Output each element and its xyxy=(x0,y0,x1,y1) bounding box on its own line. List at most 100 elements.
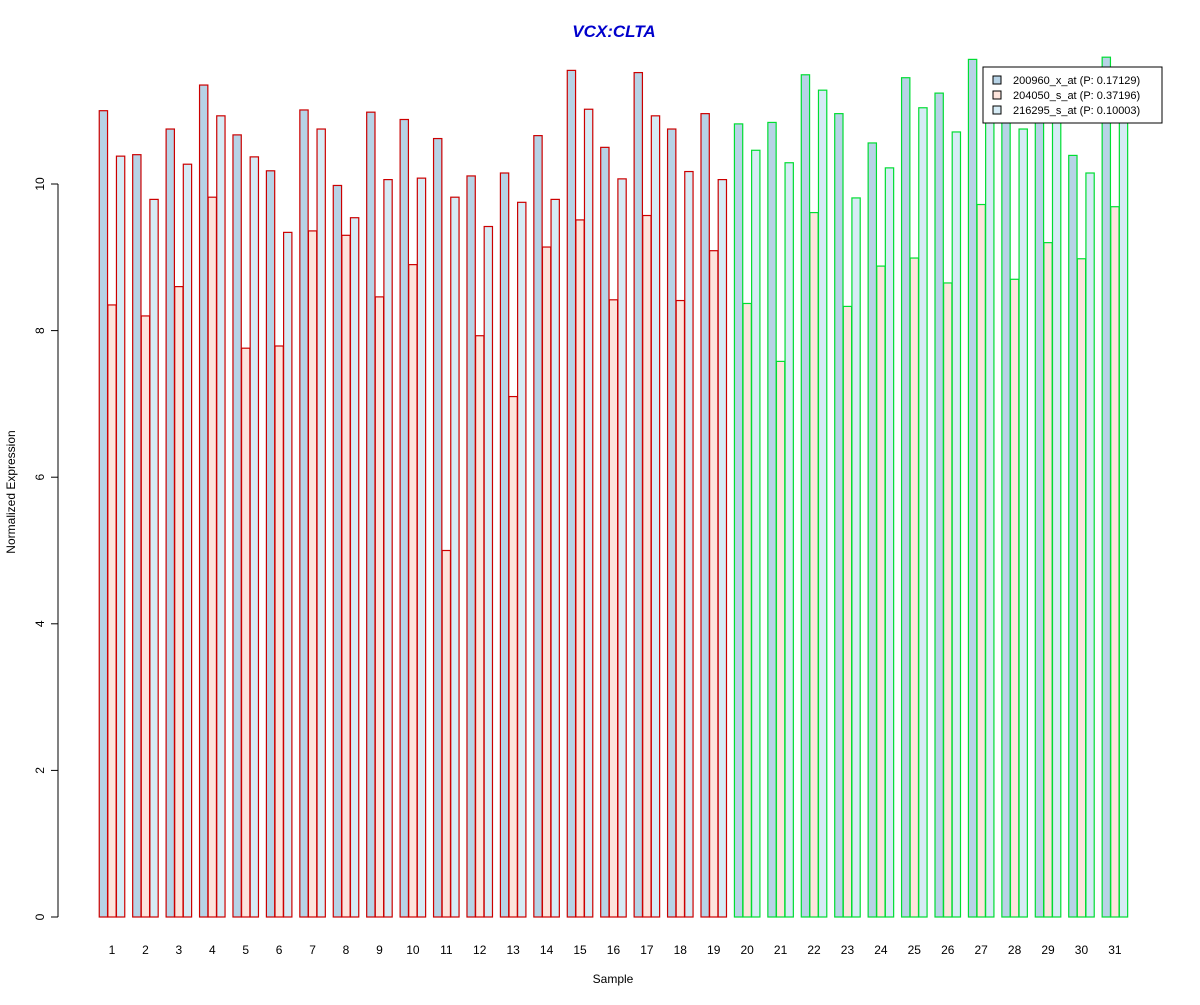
x-tick-label: 11 xyxy=(440,943,453,957)
legend-box xyxy=(982,66,1163,124)
bar-s3-sample-4 xyxy=(216,115,226,918)
legend-swatch xyxy=(992,105,1002,115)
x-tick-label: 12 xyxy=(473,943,487,957)
bar-s3-sample-3 xyxy=(182,163,193,918)
x-tick-label: 8 xyxy=(343,943,350,957)
bar-s2-sample-6 xyxy=(274,345,284,918)
bar-s3-sample-8 xyxy=(349,217,360,918)
bar-s3-sample-22 xyxy=(817,89,828,918)
bar-s1-sample-20 xyxy=(733,123,744,918)
bar-s2-sample-8 xyxy=(341,234,351,918)
x-tick-label: 21 xyxy=(774,943,788,957)
bar-s3-sample-17 xyxy=(650,115,661,918)
legend: 200960_x_at (P: 0.17129) 204050_s_at (P: … xyxy=(982,66,1163,124)
bar-s1-sample-14 xyxy=(533,135,543,918)
bar-s2-sample-18 xyxy=(675,299,686,918)
x-tick-label: 24 xyxy=(874,943,888,957)
bar-s1-sample-23 xyxy=(834,113,844,918)
bar-s3-sample-6 xyxy=(283,231,293,918)
bar-s1-sample-13 xyxy=(499,172,510,918)
x-tick-label: 3 xyxy=(176,943,183,957)
x-tick-label: 25 xyxy=(908,943,922,957)
legend-entry: 216295_s_at (P: 0.10003) xyxy=(1013,105,1140,117)
bar-s3-sample-9 xyxy=(383,179,393,918)
bar-s1-sample-15 xyxy=(566,69,577,918)
legend-entry: 200960_x_at (P: 0.17129) xyxy=(1013,75,1140,87)
x-tick-label: 18 xyxy=(674,943,688,957)
y-tick-label: 10 xyxy=(33,177,47,191)
bar-s2-sample-26 xyxy=(942,282,953,918)
bar-s2-sample-21 xyxy=(775,360,786,918)
bar-series-group xyxy=(98,56,1129,918)
x-tick-label: 23 xyxy=(841,943,855,957)
bar-s2-sample-3 xyxy=(174,286,184,918)
x-tick-label: 30 xyxy=(1075,943,1089,957)
bar-s3-sample-2 xyxy=(149,198,159,918)
bar-s2-sample-10 xyxy=(408,264,418,918)
bar-s1-sample-19 xyxy=(700,113,710,918)
bar-s2-sample-25 xyxy=(909,257,920,918)
bar-s1-sample-25 xyxy=(900,77,911,918)
bar-s1-sample-7 xyxy=(299,109,309,918)
bar-s3-sample-29 xyxy=(1051,110,1062,918)
bar-s1-sample-1 xyxy=(98,110,109,918)
bar-s1-sample-29 xyxy=(1034,110,1045,918)
bar-s2-sample-29 xyxy=(1043,242,1053,918)
bar-s1-sample-10 xyxy=(399,118,410,918)
bar-s3-sample-18 xyxy=(684,170,694,918)
bar-s1-sample-21 xyxy=(767,121,777,918)
x-tick-labels: 1 2 3 4 5 6 7 8 9 10 11 12 13 14 15 16 17 18 19 20 21 22 23 24 2… xyxy=(109,943,1122,957)
bar-s3-sample-1 xyxy=(115,155,126,918)
bar-s2-sample-20 xyxy=(742,302,752,918)
x-tick-label: 28 xyxy=(1008,943,1022,957)
legend-swatch xyxy=(992,90,1002,100)
bar-s2-sample-17 xyxy=(642,214,652,918)
bar-s2-sample-24 xyxy=(876,265,886,918)
bar-s3-sample-28 xyxy=(1018,128,1028,918)
bar-s3-sample-23 xyxy=(851,197,861,918)
legend-entry: 204050_s_at (P: 0.37196) xyxy=(1013,90,1140,102)
bar-s2-sample-13 xyxy=(508,395,518,918)
bar-s1-sample-27 xyxy=(967,58,978,918)
bar-s1-sample-30 xyxy=(1068,154,1078,918)
x-tick-label: 9 xyxy=(376,943,383,957)
y-tick-label: 0 xyxy=(33,913,47,920)
x-tick-label: 5 xyxy=(242,943,249,957)
x-tick-label: 7 xyxy=(309,943,316,957)
x-tick-label: 13 xyxy=(506,943,520,957)
bar-s2-sample-28 xyxy=(1009,278,1020,918)
bar-s3-sample-7 xyxy=(316,128,326,918)
x-tick-label: 20 xyxy=(740,943,754,957)
bar-s2-sample-15 xyxy=(575,219,585,918)
y-tick-label: 2 xyxy=(33,767,47,774)
bar-s1-sample-16 xyxy=(600,146,610,918)
bar-s3-sample-16 xyxy=(617,178,627,918)
bar-s2-sample-23 xyxy=(842,305,853,918)
x-tick-label: 16 xyxy=(607,943,621,957)
bar-s2-sample-2 xyxy=(140,315,151,918)
x-tick-label: 29 xyxy=(1041,943,1055,957)
bar-s1-sample-31 xyxy=(1101,56,1112,918)
bar-s2-sample-19 xyxy=(708,250,719,918)
y-axis-label: Normalized Expression xyxy=(4,430,18,553)
x-tick-label: 22 xyxy=(807,943,821,957)
bar-s1-sample-8 xyxy=(332,184,343,918)
bar-s1-sample-24 xyxy=(867,142,878,918)
bar-s2-sample-22 xyxy=(809,211,819,918)
bar-s1-sample-12 xyxy=(466,175,476,918)
chart-title: VCX:CLTA xyxy=(572,22,655,41)
x-tick-label: 17 xyxy=(640,943,654,957)
y-axis: 0 2 4 6 8 10 xyxy=(33,177,59,920)
y-tick-label: 8 xyxy=(33,327,47,334)
bar-s2-sample-30 xyxy=(1076,258,1087,918)
bar-s2-sample-5 xyxy=(240,347,251,918)
x-tick-label: 4 xyxy=(209,943,216,957)
bar-s3-sample-11 xyxy=(450,196,460,918)
bar-s1-sample-6 xyxy=(265,170,276,918)
bar-s2-sample-16 xyxy=(608,299,619,918)
bar-s1-sample-4 xyxy=(198,84,209,918)
x-tick-label: 6 xyxy=(276,943,283,957)
y-tick-label: 6 xyxy=(33,474,47,481)
bar-s3-sample-31 xyxy=(1118,110,1129,918)
